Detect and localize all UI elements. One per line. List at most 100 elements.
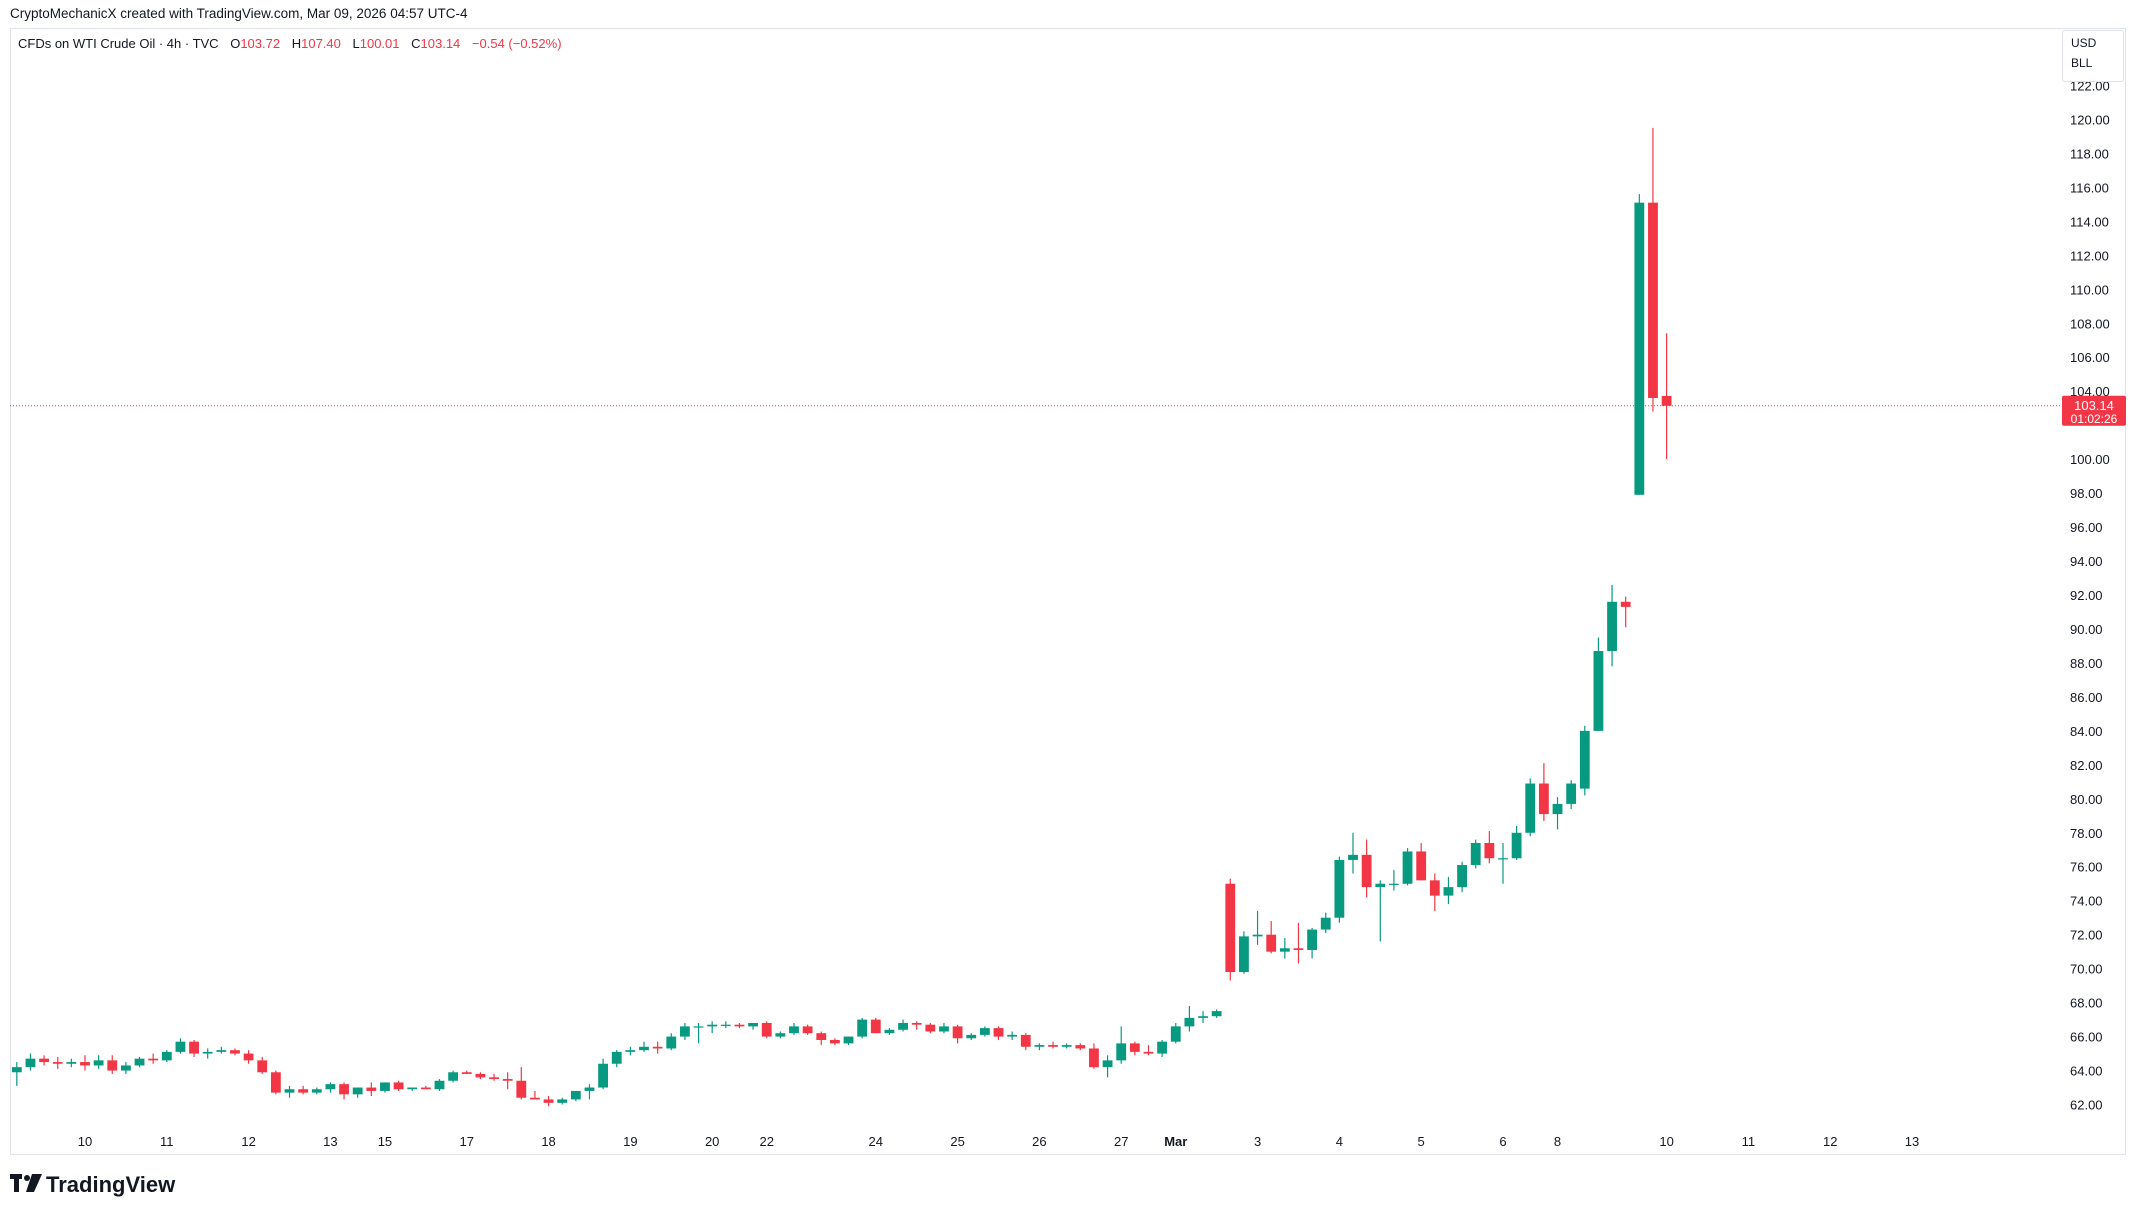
candle-body[interactable] — [25, 1058, 36, 1068]
candle-body[interactable] — [979, 1028, 990, 1035]
candle-body[interactable] — [1225, 883, 1236, 973]
candle-body[interactable] — [584, 1087, 595, 1091]
candle-body[interactable] — [434, 1080, 445, 1090]
candle-body[interactable] — [1429, 880, 1440, 896]
candle-body[interactable] — [216, 1050, 227, 1052]
candle-body[interactable] — [775, 1033, 786, 1037]
candle-body[interactable] — [1157, 1041, 1168, 1054]
candle-body[interactable] — [1170, 1026, 1181, 1042]
candle-body[interactable] — [680, 1026, 690, 1037]
candle-body[interactable] — [66, 1062, 77, 1064]
candle-body[interactable] — [1566, 783, 1577, 804]
candle-body[interactable] — [1620, 601, 1631, 607]
candle-body[interactable] — [393, 1082, 404, 1090]
candle-body[interactable] — [93, 1060, 104, 1066]
candle-body[interactable] — [1348, 854, 1358, 860]
candle-body[interactable] — [761, 1023, 772, 1037]
candle-body[interactable] — [1607, 601, 1617, 652]
candle-body[interactable] — [311, 1089, 322, 1093]
candle-body[interactable] — [1402, 851, 1413, 884]
candle-body[interactable] — [380, 1082, 390, 1091]
candle-body[interactable] — [993, 1028, 1004, 1037]
candle-body[interactable] — [898, 1023, 908, 1030]
candle-body[interactable] — [734, 1024, 745, 1027]
candle-body[interactable] — [502, 1079, 513, 1081]
candle-body[interactable] — [1239, 936, 1249, 973]
candle-body[interactable] — [1443, 887, 1454, 896]
candle-body[interactable] — [816, 1033, 827, 1040]
candle-body[interactable] — [1293, 948, 1304, 950]
candle-body[interactable] — [911, 1023, 922, 1025]
candle-body[interactable] — [1102, 1060, 1113, 1068]
candle-body[interactable] — [652, 1046, 663, 1049]
candle-body[interactable] — [1525, 783, 1536, 833]
candle-body[interactable] — [39, 1058, 49, 1063]
candle-body[interactable] — [720, 1024, 731, 1026]
candle-body[interactable] — [298, 1089, 309, 1093]
candle-body[interactable] — [952, 1026, 963, 1039]
candle-body[interactable] — [1388, 883, 1399, 885]
candle-body[interactable] — [175, 1041, 186, 1052]
candle-body[interactable] — [530, 1097, 540, 1100]
candle-body[interactable] — [339, 1084, 349, 1095]
candle-body[interactable] — [966, 1034, 977, 1039]
candle-body[interactable] — [802, 1026, 813, 1034]
candle-body[interactable] — [420, 1087, 431, 1090]
candle-body[interactable] — [1634, 202, 1645, 495]
candle-body[interactable] — [366, 1087, 377, 1091]
candle-body[interactable] — [120, 1065, 131, 1071]
candle-body[interactable] — [189, 1041, 199, 1054]
candle-body[interactable] — [1048, 1045, 1058, 1047]
currency-label[interactable]: USD — [2071, 36, 2097, 50]
candle-body[interactable] — [1470, 842, 1481, 866]
candle-body[interactable] — [230, 1050, 240, 1054]
candle-body[interactable] — [1648, 202, 1658, 398]
candle-body[interactable] — [475, 1073, 486, 1078]
candle-body[interactable] — [1579, 730, 1590, 789]
candle-body[interactable] — [639, 1046, 649, 1051]
candle-body[interactable] — [1007, 1034, 1018, 1037]
candle-body[interactable] — [1089, 1048, 1099, 1068]
candle-body[interactable] — [598, 1063, 609, 1088]
candle-body[interactable] — [1143, 1051, 1154, 1054]
candle-body[interactable] — [1252, 934, 1263, 937]
candle-body[interactable] — [489, 1077, 499, 1080]
candle-body[interactable] — [857, 1019, 868, 1037]
candle-body[interactable] — [1416, 851, 1427, 881]
candle-body[interactable] — [884, 1029, 895, 1034]
candle-body[interactable] — [1266, 934, 1277, 952]
candle-body[interactable] — [461, 1072, 472, 1074]
candle-body[interactable] — [1320, 917, 1331, 930]
candle-body[interactable] — [52, 1062, 63, 1064]
candle-body[interactable] — [80, 1062, 90, 1066]
candle-body[interactable] — [1279, 948, 1290, 952]
candle-body[interactable] — [1334, 859, 1345, 918]
candle-body[interactable] — [1593, 651, 1604, 731]
candle-body[interactable] — [707, 1024, 718, 1027]
candle-body[interactable] — [352, 1087, 363, 1095]
currency-unit-selector[interactable]: USD BLL — [2062, 30, 2124, 82]
candle-body[interactable] — [1061, 1045, 1072, 1047]
candle-body[interactable] — [939, 1026, 949, 1032]
candle-body[interactable] — [789, 1026, 799, 1034]
candle-body[interactable] — [829, 1039, 840, 1044]
candle-body[interactable] — [1484, 842, 1495, 859]
candle-body[interactable] — [107, 1060, 118, 1071]
candle-body[interactable] — [1361, 854, 1372, 888]
candle-body[interactable] — [543, 1099, 554, 1103]
candle-body[interactable] — [1034, 1045, 1045, 1047]
candle-body[interactable] — [1129, 1043, 1140, 1052]
candle-body[interactable] — [516, 1080, 527, 1098]
candle-body[interactable] — [925, 1024, 936, 1032]
candle-body[interactable] — [1498, 858, 1508, 860]
candle-body[interactable] — [1075, 1045, 1086, 1049]
candle-body[interactable] — [1020, 1034, 1031, 1047]
candle-body[interactable] — [257, 1060, 268, 1073]
candle-body[interactable] — [1457, 865, 1467, 888]
candle-body[interactable] — [625, 1050, 636, 1052]
candle-body[interactable] — [243, 1053, 254, 1061]
unit-label[interactable]: BLL — [2071, 56, 2093, 70]
candle-body[interactable] — [11, 1067, 22, 1073]
tradingview-logo[interactable]: TradingView — [10, 1172, 175, 1198]
